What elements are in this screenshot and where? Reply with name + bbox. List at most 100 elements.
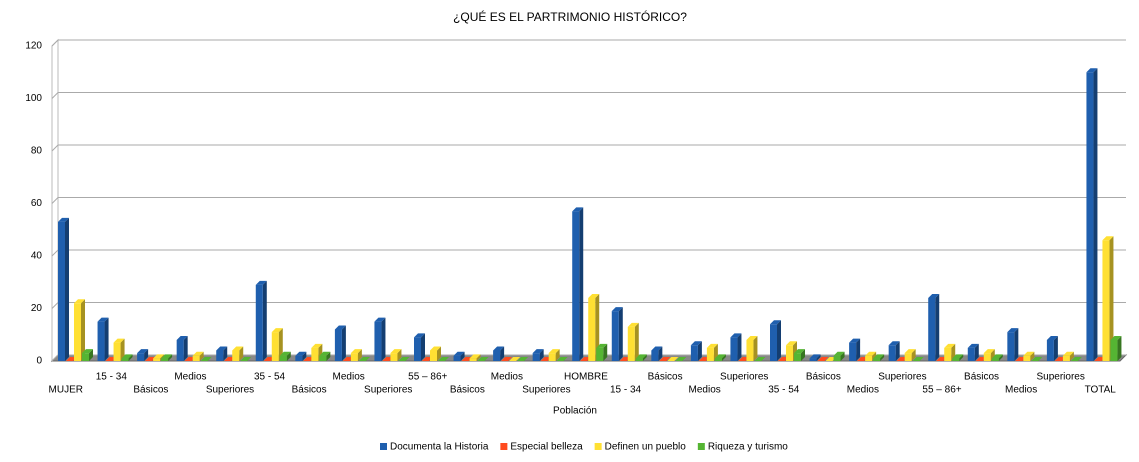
bar xyxy=(809,358,817,361)
bar-side xyxy=(262,280,267,361)
bar-side xyxy=(144,349,149,361)
bar xyxy=(967,347,975,361)
grid-line xyxy=(51,144,1126,152)
bar xyxy=(849,342,857,361)
bar xyxy=(532,353,540,361)
bar-top xyxy=(121,354,133,359)
bar-top xyxy=(334,325,346,330)
bar xyxy=(611,311,619,361)
legend-label: Especial belleza xyxy=(510,442,583,453)
x-tick-label: 35 - 54 xyxy=(768,385,800,396)
bar xyxy=(888,345,896,361)
bar-top xyxy=(295,351,307,356)
bar xyxy=(493,350,501,361)
bar xyxy=(82,353,89,361)
y-tick-label: 40 xyxy=(31,251,43,262)
bar-side xyxy=(168,354,173,361)
bar xyxy=(746,340,754,361)
bar-side xyxy=(737,333,742,361)
bar xyxy=(1086,72,1094,361)
bar xyxy=(730,337,738,361)
bar-top xyxy=(113,338,125,343)
bar-top xyxy=(161,354,173,359)
bar xyxy=(1007,332,1015,361)
bar-top xyxy=(809,354,821,359)
bar-top xyxy=(865,351,877,356)
bar-side xyxy=(199,351,204,361)
y-tick-label: 100 xyxy=(25,93,42,104)
bar xyxy=(113,342,121,361)
bar xyxy=(390,353,398,361)
x-tick-label: Superiores xyxy=(1036,372,1084,383)
bar-side xyxy=(183,336,188,361)
bar-top xyxy=(746,336,758,340)
x-tick-label: Medios xyxy=(491,372,523,383)
bar-side xyxy=(697,341,702,361)
bar-top xyxy=(588,294,600,298)
bar-side xyxy=(1117,336,1122,361)
bar-side xyxy=(721,354,726,361)
bar-top xyxy=(983,349,995,354)
bar-top xyxy=(469,354,481,359)
bar-top xyxy=(1031,357,1043,361)
x-tick-label: Básicos xyxy=(292,385,327,396)
bar-top xyxy=(817,357,829,361)
x-tick-label: Medios xyxy=(847,385,879,396)
bar-top xyxy=(967,343,979,348)
x-tick-label: 15 - 34 xyxy=(96,372,128,383)
bar-top xyxy=(390,349,402,354)
bar-side xyxy=(1069,351,1074,361)
bar-side xyxy=(555,349,560,361)
y-tick-label: 0 xyxy=(36,356,42,367)
x-tick-label: Superiores xyxy=(522,385,570,396)
x-tick-label: Superiores xyxy=(720,372,768,383)
bar xyxy=(453,355,461,361)
y-tick-label: 20 xyxy=(31,303,43,314)
x-tick-label: 55 – 86+ xyxy=(408,372,447,383)
bar-side xyxy=(326,351,331,361)
bar xyxy=(311,347,319,361)
bar-top xyxy=(58,217,69,222)
x-tick-label: Medios xyxy=(689,385,721,396)
bar-top xyxy=(438,357,449,361)
bar xyxy=(350,353,358,361)
bar-top xyxy=(572,207,584,212)
bar xyxy=(430,350,437,361)
bar xyxy=(770,324,777,361)
bar-top xyxy=(74,299,85,304)
bar-side xyxy=(397,349,402,361)
bar-side xyxy=(1053,336,1058,361)
legend-swatch xyxy=(380,443,387,450)
bar-side xyxy=(421,333,425,361)
bar-top xyxy=(176,336,188,340)
bar xyxy=(690,345,698,361)
bar-top xyxy=(873,354,885,359)
bar xyxy=(334,329,342,361)
bar-top xyxy=(833,351,845,356)
bar-top xyxy=(493,346,505,351)
bar-top xyxy=(1070,357,1082,361)
bar-top xyxy=(912,357,924,361)
x-tick-label: Básicos xyxy=(648,372,683,383)
bar-side xyxy=(104,317,109,361)
bar-top xyxy=(153,354,165,359)
bar-top xyxy=(1102,236,1114,241)
bar-side xyxy=(816,354,821,361)
bar-side xyxy=(603,343,608,361)
y-tick-label: 120 xyxy=(25,41,42,52)
bar-side xyxy=(286,351,291,361)
bar xyxy=(1062,355,1070,361)
bar xyxy=(319,355,327,361)
bar-side xyxy=(128,354,133,361)
bar-top xyxy=(477,357,489,361)
bar-side xyxy=(658,346,663,361)
bar-top xyxy=(501,357,513,361)
bar-top xyxy=(706,343,718,348)
bar xyxy=(952,358,960,361)
bar-side xyxy=(998,354,1003,361)
bar-side xyxy=(974,343,979,361)
bar-top xyxy=(1046,336,1058,340)
bar-top xyxy=(453,351,465,356)
bar-side xyxy=(1109,236,1114,361)
bar-side xyxy=(437,346,441,361)
